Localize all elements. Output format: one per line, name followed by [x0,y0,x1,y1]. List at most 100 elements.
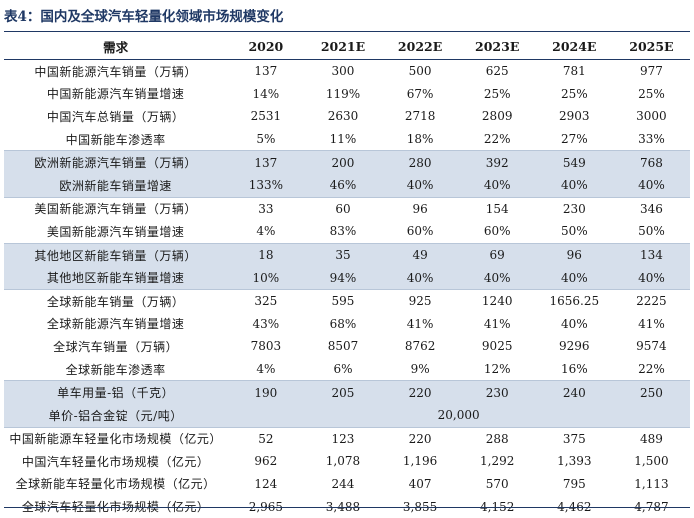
value-cell: 124 [254,476,278,491]
value-cell: 407 [408,476,432,491]
value-cell: 2718 [404,109,436,124]
table-row: 全球新能车销量（万辆） 325 595 925 1240 1656.25 2225 [4,288,690,313]
table-row: 全球新能车渗透率 4% 6% 9% 12% 16% 22% [4,358,690,381]
table-row: 中国新能源车轻量化市场规模（亿元） 52 123 220 288 375 489 [4,426,690,451]
value-cell: 3000 [636,109,667,124]
value-cell: 40% [381,173,459,198]
value-cell: 220 [381,380,459,404]
row-label: 全球汽车销量（万辆） [53,339,179,354]
table-header-row: 需求 2020 2021E 2022E 2023E 2024E 2025E [4,34,690,60]
value-cell: 40% [535,173,613,198]
value-cell: 40% [612,266,690,290]
value-cell: 977 [639,64,663,79]
value-cell: 230 [458,380,536,404]
value-cell: 119% [325,86,361,101]
value-cell: 300 [331,64,355,79]
row-label: 其他地区新能车销量（万辆） [4,242,228,267]
value-cell: 1,113 [634,476,669,491]
value-cell: 962 [254,454,278,469]
value-cell: 1,500 [634,454,669,469]
value-cell: 41% [406,316,434,331]
header-demand: 需求 [4,34,228,60]
value-cell: 60% [406,224,434,239]
value-cell: 768 [612,150,690,174]
row-label: 美国新能源汽车销量增速 [46,224,185,239]
row-label: 中国汽车总销量（万辆） [46,109,185,124]
row-label: 其他地区新能车销量增速 [4,266,228,290]
value-cell: 1656.25 [535,288,613,313]
caption-rule [4,31,690,32]
table-row: 欧洲新能车销量增速 133% 46% 40% 40% 40% 40% [4,173,690,198]
row-label: 中国汽车轻量化市场规模（亿元） [21,454,210,469]
value-cell: 925 [381,288,459,313]
value-cell: 67% [406,86,434,101]
value-cell: 50% [560,224,588,239]
table-row: 全球新能源汽车销量增速 43% 68% 41% 41% 40% 41% [4,313,690,336]
value-cell: 50% [638,224,665,239]
value-cell: 500 [408,64,432,79]
value-cell: 1240 [458,288,536,313]
value-cell: 549 [535,150,613,174]
value-cell: 33 [227,196,305,221]
row-label: 全球新能车渗透率 [65,362,166,377]
table-row: 美国新能源汽车销量（万辆） 33 60 96 154 230 346 [4,196,690,221]
value-cell: 25% [638,86,665,101]
value-cell: 27% [560,132,588,147]
header-2025e: 2025E [612,34,690,60]
value-cell: 4% [256,224,276,239]
value-cell: 10% [227,266,305,290]
value-cell: 6% [333,362,353,377]
table-caption: 表4：国内及全球汽车轻量化领域市场规模变化 [4,9,284,25]
table-row: 中国汽车轻量化市场规模（亿元） 962 1,078 1,196 1,292 1,393 1,… [4,450,690,473]
table-body: 中国新能源汽车销量（万辆） 137 300 500 625 781 977 中国新能源汽车销量… [4,60,690,518]
value-cell: 288 [458,426,536,451]
value-cell: 795 [562,476,586,491]
value-cell: 40% [535,266,613,290]
value-cell: 250 [612,380,690,404]
value-cell: 137 [254,64,278,79]
value-cell: 12% [483,362,511,377]
row-label: 全球新能车轻量化市场规模（亿元） [15,477,216,492]
value-cell: 2630 [327,109,359,124]
value-cell: 94% [304,266,382,290]
value-cell: 60% [483,224,511,239]
header-2022e: 2022E [381,34,459,60]
value-cell: 137 [227,150,305,174]
value-cell: 49 [381,242,459,267]
row-label: 欧洲新能源汽车销量（万辆） [4,150,228,174]
value-cell: 14% [252,86,280,101]
table-row: 中国新能源汽车销量增速 14% 119% 67% 25% 25% 25% [4,83,690,106]
value-cell: 154 [458,196,536,221]
value-cell: 190 [227,380,305,404]
row-label: 单车用量-铝（千克） [4,380,228,404]
value-cell: 2903 [559,109,590,124]
value-cell: 41% [638,316,665,331]
value-cell: 7803 [250,339,282,354]
row-label: 中国新能源车轻量化市场规模（亿元） [4,426,228,451]
value-cell: 96 [381,196,459,221]
value-cell: 22% [638,362,665,377]
value-cell: 18% [406,132,434,147]
table-row: 中国新能车渗透率 5% 11% 18% 22% 27% 33% [4,128,690,151]
table-row: 全球汽车销量（万辆） 7803 8507 8762 9025 9296 9574 [4,335,690,358]
value-cell: 35 [304,242,382,267]
value-cell: 40% [458,173,536,198]
value-cell: 22% [483,132,511,147]
table-row: 欧洲新能源汽车销量（万辆） 137 200 280 392 549 768 [4,150,690,174]
value-cell: 16% [560,362,588,377]
value-cell: 8762 [404,339,436,354]
value-cell: 5% [256,132,276,147]
header-2024e: 2024E [535,34,613,60]
table-row: 单车用量-铝（千克） 190 205 220 230 240 250 [4,380,690,404]
value-cell: 489 [612,426,690,451]
value-cell: 570 [485,476,509,491]
value-cell: 25% [560,86,588,101]
value-cell: 18 [227,242,305,267]
value-cell: 4% [256,362,276,377]
value-cell: 9574 [636,339,667,354]
row-label: 全球新能车销量（万辆） [4,288,228,313]
value-cell: 134 [612,242,690,267]
value-cell: 123 [304,426,382,451]
row-label: 中国新能源汽车销量增速 [46,87,185,102]
value-cell: 1,292 [480,454,515,469]
